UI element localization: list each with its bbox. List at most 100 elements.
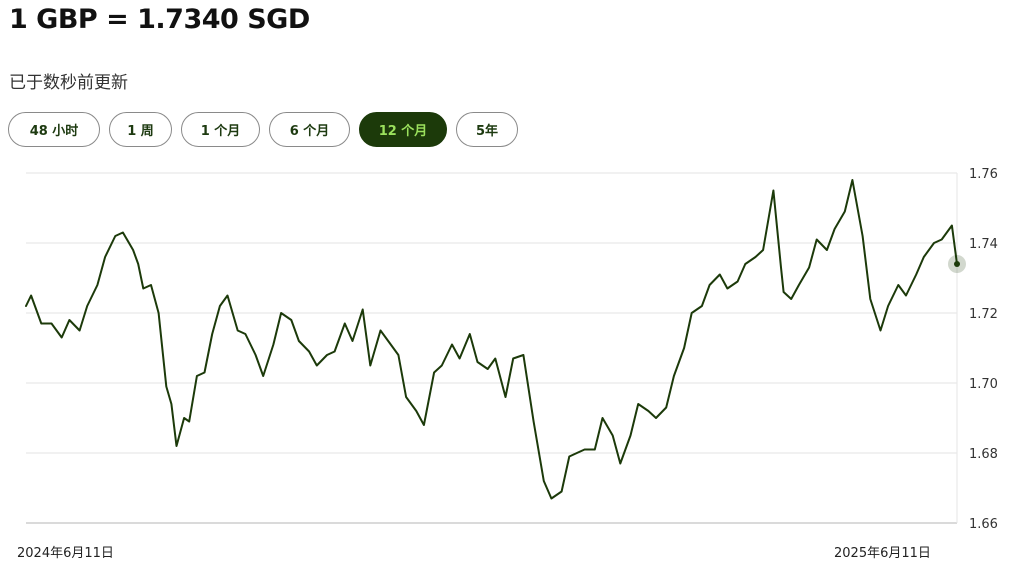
data-point bbox=[789, 297, 793, 301]
y-tick-label: 1.74 bbox=[969, 237, 998, 252]
data-point bbox=[950, 224, 954, 228]
range-tab-48h[interactable]: 48 小时 bbox=[8, 112, 100, 147]
data-point bbox=[779, 266, 783, 270]
data-point bbox=[583, 448, 587, 452]
data-point bbox=[654, 416, 658, 420]
data-point bbox=[549, 497, 553, 501]
data-point bbox=[560, 490, 564, 494]
x-tick-label: 2024年6月11日 bbox=[17, 546, 114, 561]
data-point bbox=[567, 455, 571, 459]
y-tick-label: 1.72 bbox=[969, 307, 998, 322]
data-point bbox=[236, 329, 240, 333]
data-point bbox=[254, 353, 258, 357]
data-point bbox=[450, 343, 454, 347]
data-point bbox=[440, 364, 444, 368]
data-point bbox=[797, 283, 801, 287]
data-point bbox=[575, 451, 579, 455]
x-tick-label: 2025年6月11日 bbox=[834, 546, 931, 561]
data-point bbox=[932, 241, 936, 245]
data-point bbox=[629, 434, 633, 438]
data-point bbox=[878, 329, 882, 333]
data-point bbox=[753, 255, 757, 259]
data-point bbox=[432, 371, 436, 375]
data-point bbox=[396, 353, 400, 357]
data-point bbox=[646, 409, 650, 413]
data-point bbox=[50, 322, 54, 326]
data-point bbox=[271, 343, 275, 347]
data-point bbox=[782, 290, 786, 294]
data-point bbox=[708, 283, 712, 287]
data-point bbox=[164, 385, 168, 389]
data-point bbox=[297, 339, 301, 343]
range-tab-12m[interactable]: 12 个月 bbox=[359, 112, 447, 147]
y-axis-tick-labels: 1.76 1.74 1.72 1.70 1.68 1.66 bbox=[969, 167, 998, 532]
x-axis-tick-labels: 2024年6月11日 2025年6月11日 bbox=[17, 546, 931, 561]
data-point bbox=[226, 294, 230, 298]
data-point bbox=[458, 357, 462, 361]
exchange-rate-line-chart[interactable]: 1.76 1.74 1.72 1.70 1.68 1.66 2024年6月11日 2025年… bbox=[0, 160, 1012, 565]
exchange-rate-title: 1 GBP = 1.7340 SGD bbox=[9, 4, 310, 35]
data-point bbox=[700, 304, 704, 308]
data-point bbox=[103, 255, 107, 259]
data-point bbox=[833, 227, 837, 231]
data-point bbox=[414, 409, 418, 413]
data-point bbox=[67, 318, 71, 322]
data-point bbox=[78, 329, 82, 333]
data-point bbox=[113, 234, 117, 238]
range-tab-1w[interactable]: 1 周 bbox=[109, 112, 172, 147]
last-updated-text: 已于数秒前更新 bbox=[9, 73, 128, 93]
range-tab-6m[interactable]: 6 个月 bbox=[269, 112, 350, 147]
data-point bbox=[261, 374, 265, 378]
data-point bbox=[493, 357, 497, 361]
data-point bbox=[386, 339, 390, 343]
data-point bbox=[486, 367, 490, 371]
data-point bbox=[904, 294, 908, 298]
data-point bbox=[922, 255, 926, 259]
y-tick-label: 1.76 bbox=[969, 167, 998, 182]
data-point bbox=[815, 238, 819, 242]
data-point bbox=[914, 273, 918, 277]
latest-value-marker[interactable] bbox=[954, 261, 960, 267]
data-point bbox=[542, 479, 546, 483]
y-tick-label: 1.66 bbox=[969, 517, 998, 532]
data-point bbox=[532, 420, 536, 424]
data-point bbox=[203, 371, 207, 375]
data-point bbox=[315, 364, 319, 368]
data-point bbox=[682, 346, 686, 350]
data-point bbox=[940, 238, 944, 242]
data-point bbox=[475, 360, 479, 364]
data-point bbox=[636, 402, 640, 406]
data-point bbox=[85, 304, 89, 308]
data-point bbox=[136, 262, 140, 266]
y-tick-label: 1.70 bbox=[969, 377, 998, 392]
data-point bbox=[39, 322, 43, 326]
data-point bbox=[182, 416, 186, 420]
data-point bbox=[718, 273, 722, 277]
data-point bbox=[422, 423, 426, 427]
data-point bbox=[343, 322, 347, 326]
data-point bbox=[593, 448, 597, 452]
data-point bbox=[511, 357, 515, 361]
data-point bbox=[368, 364, 372, 368]
chart-gridlines bbox=[26, 172, 957, 524]
data-point bbox=[825, 248, 829, 252]
data-point bbox=[29, 294, 33, 298]
data-point bbox=[60, 336, 64, 340]
data-point bbox=[121, 231, 125, 235]
data-point bbox=[24, 304, 28, 308]
data-point bbox=[279, 311, 283, 315]
data-point bbox=[504, 395, 508, 399]
y-tick-label: 1.68 bbox=[969, 447, 998, 462]
data-point bbox=[243, 332, 247, 336]
data-point bbox=[379, 329, 383, 333]
range-tab-5y[interactable]: 5年 bbox=[456, 112, 518, 147]
data-point bbox=[761, 248, 765, 252]
data-point bbox=[141, 287, 145, 291]
series-line bbox=[25, 179, 958, 500]
data-point bbox=[771, 189, 775, 193]
data-point bbox=[868, 297, 872, 301]
data-point bbox=[218, 304, 222, 308]
data-point bbox=[325, 353, 329, 357]
range-tab-1m[interactable]: 1 个月 bbox=[181, 112, 260, 147]
data-point bbox=[886, 304, 890, 308]
